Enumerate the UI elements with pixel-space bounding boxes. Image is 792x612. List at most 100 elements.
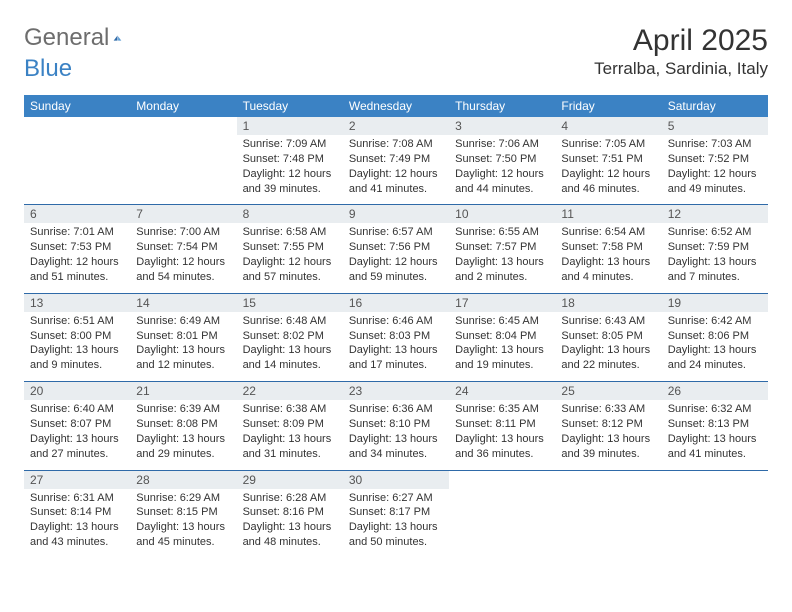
day-number: 14 (130, 294, 236, 312)
sunset-text: Sunset: 7:52 PM (668, 152, 764, 167)
logo-sail-icon (113, 28, 122, 48)
daylight-text: Daylight: 13 hours and 14 minutes. (243, 343, 339, 373)
daylight-text: Daylight: 13 hours and 50 minutes. (349, 520, 445, 550)
sunset-text: Sunset: 7:48 PM (243, 152, 339, 167)
day-cell (24, 135, 130, 204)
week: 12345Sunrise: 7:09 AMSunset: 7:48 PMDayl… (24, 117, 768, 204)
logo: General (24, 24, 83, 52)
sunset-text: Sunset: 7:58 PM (561, 240, 657, 255)
day-number-row: 6789101112 (24, 205, 768, 223)
day-number: 15 (237, 294, 343, 312)
calendar: SundayMondayTuesdayWednesdayThursdayFrid… (24, 95, 768, 558)
daylight-text: Daylight: 13 hours and 17 minutes. (349, 343, 445, 373)
day-cell: Sunrise: 6:49 AMSunset: 8:01 PMDaylight:… (130, 312, 236, 381)
day-number: 18 (555, 294, 661, 312)
sunset-text: Sunset: 8:01 PM (136, 329, 232, 344)
sunset-text: Sunset: 8:04 PM (455, 329, 551, 344)
day-body-row: Sunrise: 7:01 AMSunset: 7:53 PMDaylight:… (24, 223, 768, 292)
sunset-text: Sunset: 8:00 PM (30, 329, 126, 344)
sunset-text: Sunset: 7:54 PM (136, 240, 232, 255)
day-cell: Sunrise: 6:33 AMSunset: 8:12 PMDaylight:… (555, 400, 661, 469)
sunset-text: Sunset: 7:50 PM (455, 152, 551, 167)
day-number: 5 (662, 117, 768, 135)
daylight-text: Daylight: 13 hours and 12 minutes. (136, 343, 232, 373)
day-cell (449, 489, 555, 558)
sunset-text: Sunset: 8:05 PM (561, 329, 657, 344)
day-number: 11 (555, 205, 661, 223)
daylight-text: Daylight: 12 hours and 46 minutes. (561, 167, 657, 197)
sunrise-text: Sunrise: 6:36 AM (349, 402, 445, 417)
day-number: 8 (237, 205, 343, 223)
day-number: 1 (237, 117, 343, 135)
sunset-text: Sunset: 7:57 PM (455, 240, 551, 255)
sunrise-text: Sunrise: 6:33 AM (561, 402, 657, 417)
day-of-week-cell: Wednesday (343, 95, 449, 117)
sunset-text: Sunset: 8:07 PM (30, 417, 126, 432)
day-of-week-cell: Friday (555, 95, 661, 117)
day-number: 10 (449, 205, 555, 223)
day-body-row: Sunrise: 7:09 AMSunset: 7:48 PMDaylight:… (24, 135, 768, 204)
daylight-text: Daylight: 12 hours and 44 minutes. (455, 167, 551, 197)
day-number: 9 (343, 205, 449, 223)
daylight-text: Daylight: 12 hours and 57 minutes. (243, 255, 339, 285)
day-number (130, 117, 236, 135)
day-number (555, 471, 661, 489)
day-cell (130, 135, 236, 204)
day-cell: Sunrise: 6:40 AMSunset: 8:07 PMDaylight:… (24, 400, 130, 469)
sunrise-text: Sunrise: 6:42 AM (668, 314, 764, 329)
day-number-row: 12345 (24, 117, 768, 135)
sunrise-text: Sunrise: 6:31 AM (30, 491, 126, 506)
day-of-week-cell: Tuesday (237, 95, 343, 117)
daylight-text: Daylight: 13 hours and 48 minutes. (243, 520, 339, 550)
sunset-text: Sunset: 8:12 PM (561, 417, 657, 432)
daylight-text: Daylight: 12 hours and 54 minutes. (136, 255, 232, 285)
sunset-text: Sunset: 8:11 PM (455, 417, 551, 432)
sunrise-text: Sunrise: 6:32 AM (668, 402, 764, 417)
day-number: 19 (662, 294, 768, 312)
sunset-text: Sunset: 7:53 PM (30, 240, 126, 255)
sunset-text: Sunset: 8:02 PM (243, 329, 339, 344)
daylight-text: Daylight: 13 hours and 2 minutes. (455, 255, 551, 285)
sunset-text: Sunset: 8:14 PM (30, 505, 126, 520)
day-cell: Sunrise: 7:03 AMSunset: 7:52 PMDaylight:… (662, 135, 768, 204)
day-number-row: 27282930 (24, 471, 768, 489)
daylight-text: Daylight: 13 hours and 19 minutes. (455, 343, 551, 373)
daylight-text: Daylight: 13 hours and 4 minutes. (561, 255, 657, 285)
sunrise-text: Sunrise: 7:00 AM (136, 225, 232, 240)
sunset-text: Sunset: 7:49 PM (349, 152, 445, 167)
daylight-text: Daylight: 13 hours and 39 minutes. (561, 432, 657, 462)
sunrise-text: Sunrise: 6:35 AM (455, 402, 551, 417)
day-number: 23 (343, 382, 449, 400)
daylight-text: Daylight: 13 hours and 34 minutes. (349, 432, 445, 462)
day-number: 6 (24, 205, 130, 223)
sunrise-text: Sunrise: 6:40 AM (30, 402, 126, 417)
sunrise-text: Sunrise: 6:49 AM (136, 314, 232, 329)
sunrise-text: Sunrise: 6:52 AM (668, 225, 764, 240)
daylight-text: Daylight: 13 hours and 9 minutes. (30, 343, 126, 373)
day-number (662, 471, 768, 489)
day-number: 25 (555, 382, 661, 400)
week: 6789101112Sunrise: 7:01 AMSunset: 7:53 P… (24, 204, 768, 292)
day-of-week-cell: Sunday (24, 95, 130, 117)
day-number: 16 (343, 294, 449, 312)
day-body-row: Sunrise: 6:31 AMSunset: 8:14 PM Daylight:… (24, 489, 768, 558)
sunset-text: Sunset: 8:17 PM (349, 505, 445, 520)
day-cell: Sunrise: 7:09 AMSunset: 7:48 PMDaylight:… (237, 135, 343, 204)
day-number-row: 20212223242526 (24, 382, 768, 400)
sunrise-text: Sunrise: 7:05 AM (561, 137, 657, 152)
sunrise-text: Sunrise: 6:39 AM (136, 402, 232, 417)
week: 20212223242526Sunrise: 6:40 AMSunset: 8:… (24, 381, 768, 469)
day-number: 2 (343, 117, 449, 135)
day-cell: Sunrise: 6:55 AMSunset: 7:57 PMDaylight:… (449, 223, 555, 292)
sunrise-text: Sunrise: 6:57 AM (349, 225, 445, 240)
daylight-text: Daylight: 13 hours and 7 minutes. (668, 255, 764, 285)
day-cell: Sunrise: 6:38 AMSunset: 8:09 PMDaylight:… (237, 400, 343, 469)
day-cell: Sunrise: 6:43 AMSunset: 8:05 PMDaylight:… (555, 312, 661, 381)
sunrise-text: Sunrise: 6:27 AM (349, 491, 445, 506)
day-cell: Sunrise: 6:58 AMSunset: 7:55 PMDaylight:… (237, 223, 343, 292)
daylight-text: Daylight: 13 hours and 31 minutes. (243, 432, 339, 462)
sunrise-text: Sunrise: 6:58 AM (243, 225, 339, 240)
day-cell: Sunrise: 6:27 AMSunset: 8:17 PMDaylight:… (343, 489, 449, 558)
day-cell: Sunrise: 6:45 AMSunset: 8:04 PMDaylight:… (449, 312, 555, 381)
daylight-text: Daylight: 13 hours and 36 minutes. (455, 432, 551, 462)
